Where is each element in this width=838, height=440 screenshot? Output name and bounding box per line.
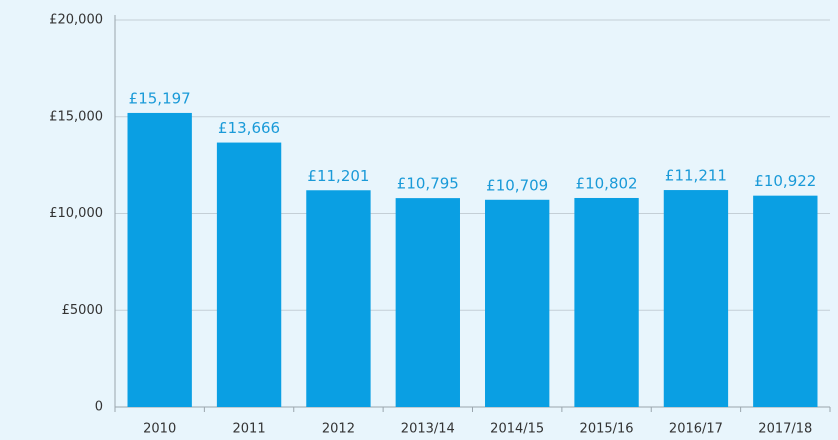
x-tick-label: 2017/18 bbox=[758, 422, 812, 437]
y-tick-label: £20,000 bbox=[49, 13, 103, 28]
x-tick-label: 2016/17 bbox=[669, 422, 723, 437]
bar bbox=[395, 198, 460, 407]
value-label: £11,211 bbox=[665, 167, 727, 185]
x-tick-label: 2012 bbox=[322, 422, 355, 437]
x-tick-label: 2010 bbox=[143, 422, 176, 437]
bar bbox=[663, 190, 729, 407]
y-tick-label: £10,000 bbox=[49, 206, 103, 221]
x-tick-label: 2013/14 bbox=[401, 422, 455, 437]
x-tick-label: 2011 bbox=[233, 422, 266, 437]
value-label: £11,201 bbox=[307, 167, 369, 185]
value-label: £15,197 bbox=[129, 89, 191, 107]
bar bbox=[753, 195, 818, 407]
bar bbox=[485, 199, 550, 407]
value-label: £13,666 bbox=[218, 119, 280, 137]
y-tick-label: £5000 bbox=[62, 303, 103, 318]
y-tick-label: 0 bbox=[95, 400, 103, 415]
bar bbox=[306, 190, 371, 407]
value-label: £10,795 bbox=[397, 175, 459, 193]
value-label: £10,802 bbox=[576, 174, 638, 192]
x-tick-label: 2014/15 bbox=[490, 422, 544, 437]
value-label: £10,709 bbox=[486, 176, 548, 194]
bar bbox=[127, 112, 192, 407]
y-tick-label: £15,000 bbox=[49, 109, 103, 124]
bar bbox=[574, 197, 639, 407]
bar bbox=[216, 142, 282, 407]
value-label: £10,922 bbox=[754, 172, 816, 190]
x-tick-label: 2015/16 bbox=[580, 422, 634, 437]
